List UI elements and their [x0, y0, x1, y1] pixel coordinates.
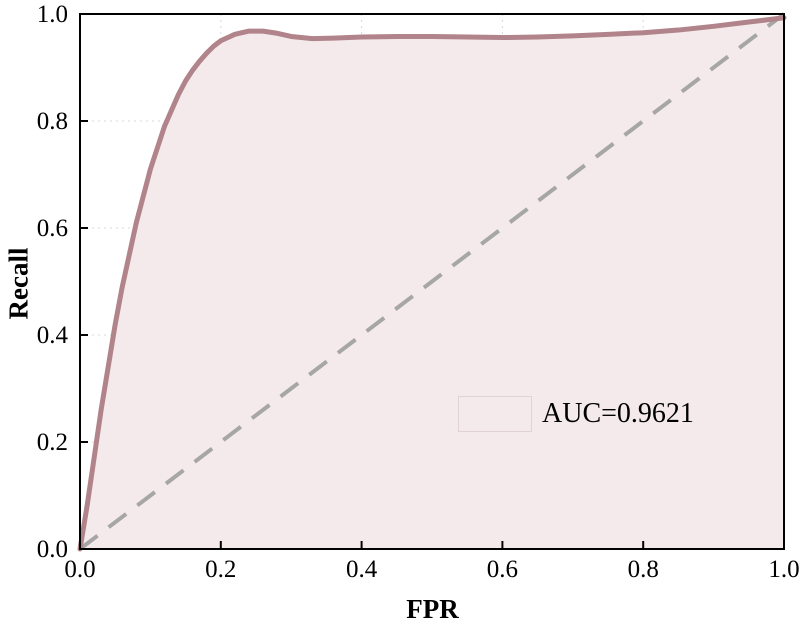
y-tick-label: 0.4 — [37, 322, 69, 349]
x-tick-label: 0.2 — [205, 556, 236, 583]
y-tick-label: 0.2 — [37, 429, 68, 456]
y-tick-label: 0.0 — [37, 536, 68, 563]
x-tick-label: 0.8 — [628, 556, 659, 583]
plot-border — [79, 13, 785, 550]
legend-auc-swatch — [458, 396, 532, 432]
legend-auc-label: AUC=0.9621 — [542, 398, 694, 429]
legend: AUC=0.9621 — [458, 396, 694, 432]
roc-curve-line — [77, 15, 787, 552]
x-axis-label: FPR — [406, 594, 459, 624]
y-tick-label: 0.8 — [37, 108, 68, 135]
y-tick-label: 0.6 — [37, 215, 68, 242]
y-axis-label: Recall — [3, 247, 34, 320]
x-tick-label: 0.0 — [64, 556, 95, 583]
x-tick-label: 1.0 — [768, 556, 799, 583]
x-tick-label: 0.4 — [346, 556, 378, 583]
chance-diagonal-line — [78, 12, 786, 551]
y-tick-label: 1.0 — [37, 1, 68, 28]
x-tick-label: 0.6 — [487, 556, 518, 583]
